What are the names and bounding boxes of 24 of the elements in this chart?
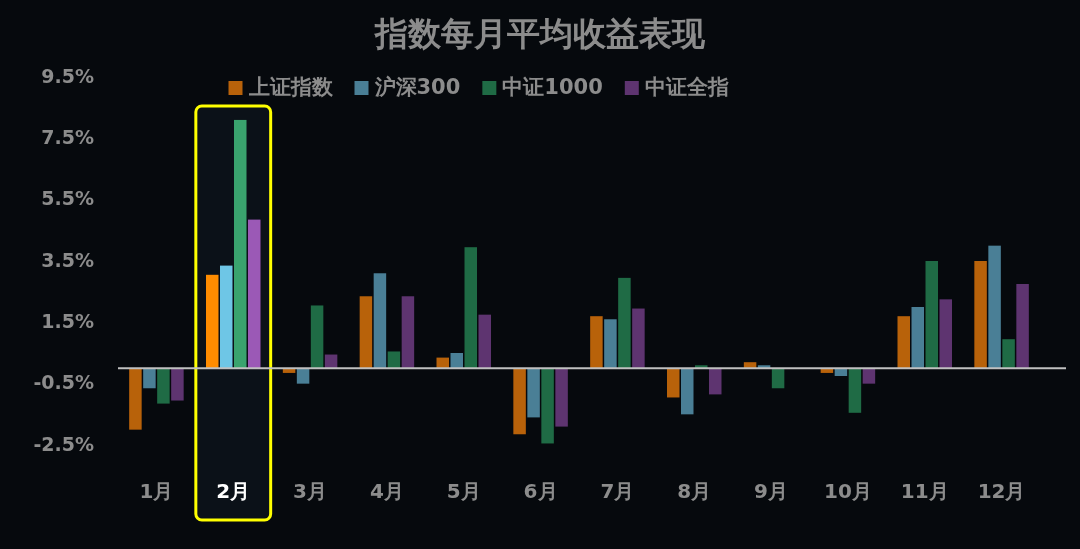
x-tick-label: 4月 bbox=[369, 478, 404, 503]
y-tick-label: -0.5% bbox=[33, 371, 94, 394]
legend-label: 沪深300 bbox=[373, 75, 461, 99]
y-tick-label: 1.5% bbox=[41, 309, 94, 332]
y-tick-label: 5.5% bbox=[41, 187, 94, 210]
y-tick-label: 7.5% bbox=[41, 125, 94, 148]
x-tick-label: 12月 bbox=[977, 478, 1026, 503]
x-tick-label: 6月 bbox=[523, 478, 558, 503]
x-tick-label: 9月 bbox=[754, 478, 789, 503]
y-tick-label: 9.5% bbox=[41, 64, 94, 87]
y-tick-label: 3.5% bbox=[41, 248, 94, 271]
chart-title: 指数每月平均收益表现 bbox=[373, 14, 706, 53]
x-tick-label: 5月 bbox=[446, 478, 481, 503]
x-tick-label: 1月 bbox=[139, 478, 174, 503]
y-tick-label: -2.5% bbox=[33, 432, 94, 455]
x-tick-label: 3月 bbox=[293, 478, 328, 503]
x-tick-label: 2月 bbox=[216, 478, 251, 503]
x-tick-label: 11月 bbox=[900, 478, 949, 503]
legend-label: 中证1000 bbox=[502, 75, 603, 99]
x-tick-label: 7月 bbox=[600, 478, 635, 503]
x-tick-label: 10月 bbox=[823, 478, 872, 503]
x-tick-label: 8月 bbox=[677, 478, 712, 503]
legend-label: 中证全指 bbox=[644, 75, 729, 99]
legend-label: 上证指数 bbox=[247, 75, 334, 99]
